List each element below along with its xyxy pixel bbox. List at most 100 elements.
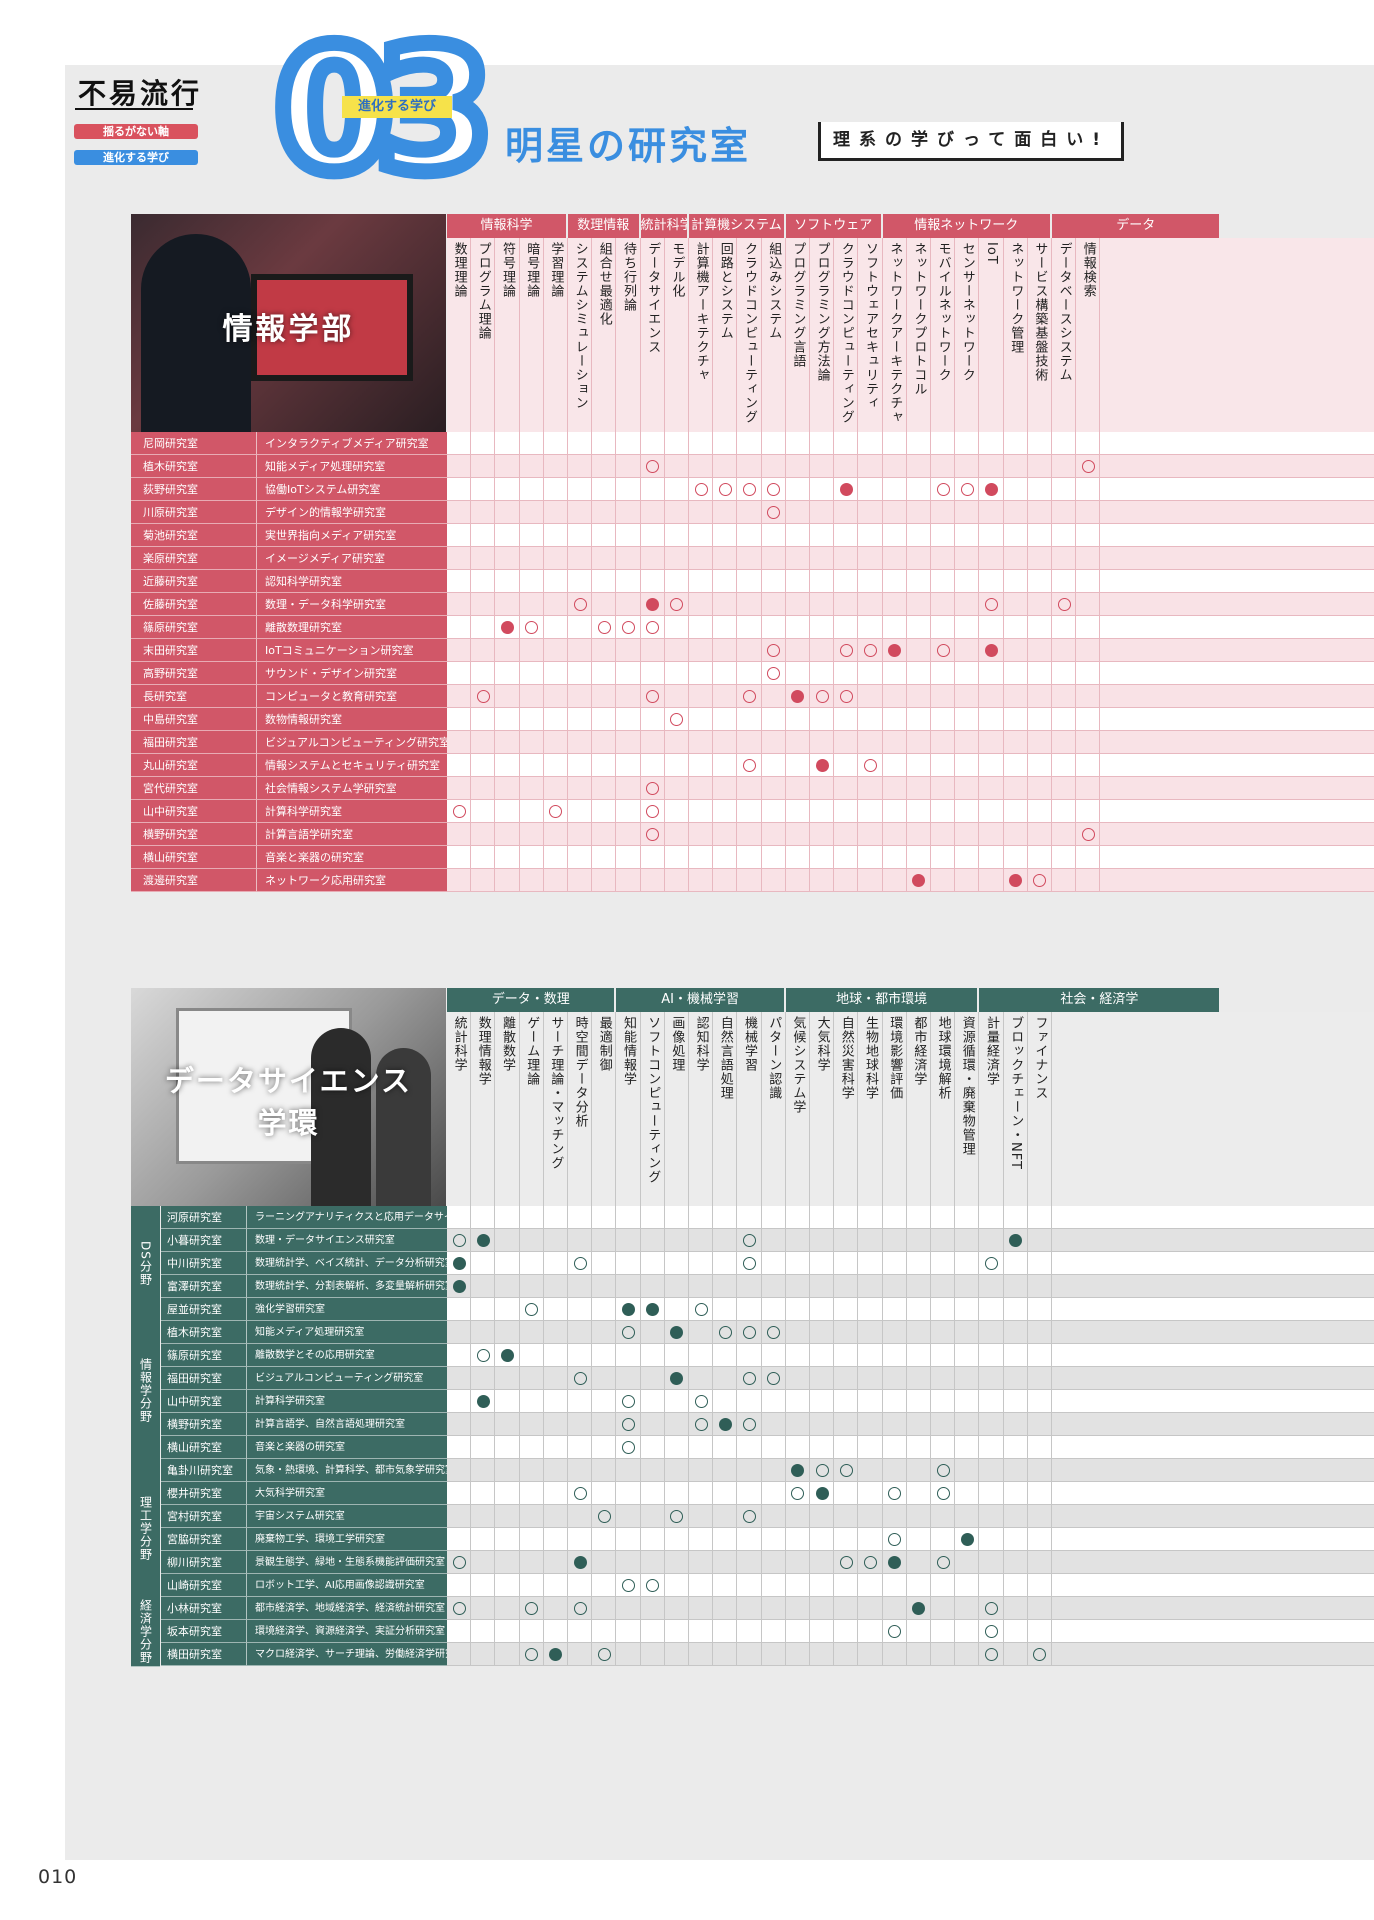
grid-cell <box>713 754 738 777</box>
grid-cell <box>1076 754 1101 777</box>
open-circle-icon <box>960 483 974 496</box>
grid-cell <box>665 1298 689 1321</box>
lab-name: 荻野研究室 <box>131 478 256 501</box>
grid-cell <box>592 800 617 823</box>
grid-cell <box>1004 823 1028 846</box>
grid-cell <box>641 869 665 892</box>
open-circle-icon <box>743 483 756 496</box>
grid-cell <box>955 432 980 455</box>
grid-cell <box>955 1229 980 1252</box>
column-header: 自然言語処理 <box>713 1012 738 1206</box>
grid-cell <box>883 823 907 846</box>
grid-cell <box>762 639 786 662</box>
lab-description: 音楽と楽器の研究室 <box>256 846 447 869</box>
grid-cell <box>931 731 956 754</box>
lab-name: 尼岡研究室 <box>131 432 256 455</box>
open-circle-icon <box>743 1257 756 1270</box>
grid-cell <box>641 1344 665 1367</box>
grid-cell <box>834 1597 859 1620</box>
grid-cell <box>520 685 544 708</box>
grid-cell <box>447 524 472 547</box>
grid-cell <box>883 1229 907 1252</box>
grid-cell <box>931 639 956 662</box>
column-label: ネットワークアーキテクチャ <box>887 242 903 424</box>
grid-cell <box>810 547 835 570</box>
grid-cell <box>907 708 931 731</box>
grid-cell <box>447 593 472 616</box>
column-header: サービス構築基盤技術 <box>1028 238 1052 432</box>
lab-description: コンピュータと教育研究室 <box>256 685 447 708</box>
grid-cell <box>471 1505 496 1528</box>
column-label: プログラミング方法論 <box>814 242 830 382</box>
table-row: 中川研究室 数理統計学、ベイズ統計、データ分析研究室 <box>131 1252 1374 1275</box>
grid-cell <box>544 1298 568 1321</box>
grid-cell <box>520 1620 544 1643</box>
grid-cell <box>471 1344 496 1367</box>
column-label: 数理情報学 <box>475 1016 491 1086</box>
grid-cell <box>495 639 520 662</box>
column-header: データベースシステム <box>1052 238 1077 432</box>
grid-cell <box>495 1298 520 1321</box>
grid-cell <box>762 570 786 593</box>
grid-cell <box>689 1505 714 1528</box>
grid-cell <box>520 1206 544 1229</box>
grid-cell <box>737 524 762 547</box>
lab-description: 数理・データサイエンス研究室 <box>246 1229 447 1252</box>
lab-description: 計算科学研究室 <box>246 1390 447 1413</box>
grid-cell <box>568 685 593 708</box>
grid-cell <box>883 478 907 501</box>
grid-cell <box>616 800 641 823</box>
grid-cell <box>568 1206 593 1229</box>
grid-cell <box>955 846 980 869</box>
row-background <box>447 1574 1374 1597</box>
grid-cell <box>883 1252 907 1275</box>
grid-cell <box>786 1551 810 1574</box>
grid-cell <box>592 1551 617 1574</box>
row-background <box>447 570 1374 593</box>
grid-cell <box>520 1436 544 1459</box>
grid-cell <box>834 455 859 478</box>
grid-cell <box>592 685 617 708</box>
grid-cell <box>616 432 641 455</box>
grid-cell <box>568 1574 593 1597</box>
filled-circle-icon <box>960 1533 974 1546</box>
open-circle-icon <box>694 1395 708 1408</box>
grid-cell <box>810 639 835 662</box>
grid-cell <box>641 570 665 593</box>
grid-cell <box>665 662 689 685</box>
data-science-title-line1: データサイエンス <box>164 1064 413 1098</box>
grid-cell <box>713 708 738 731</box>
table-row: 川原研究室 デザイン的情報学研究室 <box>131 501 1374 524</box>
grid-cell <box>1004 1574 1028 1597</box>
data-science-title-line2: 学環 <box>257 1106 320 1140</box>
grid-cell <box>810 570 835 593</box>
grid-cell <box>883 501 907 524</box>
grid-cell <box>447 1643 472 1666</box>
grid-cell <box>858 616 883 639</box>
grid-cell <box>979 662 1004 685</box>
grid-cell <box>713 731 738 754</box>
grid-cell <box>786 869 810 892</box>
filled-circle-icon <box>549 1648 563 1661</box>
column-label: ブロックチェーン・NFT <box>1008 1016 1024 1170</box>
open-circle-icon <box>646 1579 660 1592</box>
open-circle-icon <box>743 759 756 772</box>
grid-cell <box>1028 1390 1052 1413</box>
grid-cell <box>979 800 1004 823</box>
grid-cell <box>834 616 859 639</box>
grid-cell <box>786 616 810 639</box>
grid-cell <box>447 846 472 869</box>
lab-name: 福田研究室 <box>131 731 256 754</box>
grid-cell <box>883 1620 907 1643</box>
grid-cell <box>786 570 810 593</box>
grid-cell <box>447 455 472 478</box>
grid-cell <box>786 1298 810 1321</box>
grid-cell <box>955 570 980 593</box>
grid-cell <box>979 685 1004 708</box>
grid-cell <box>665 685 689 708</box>
grid-cell <box>931 1436 956 1459</box>
grid-cell <box>1076 777 1101 800</box>
grid-cell <box>641 501 665 524</box>
grid-cell <box>858 1574 883 1597</box>
column-header: ソフトウェアセキュリティ <box>858 238 883 432</box>
